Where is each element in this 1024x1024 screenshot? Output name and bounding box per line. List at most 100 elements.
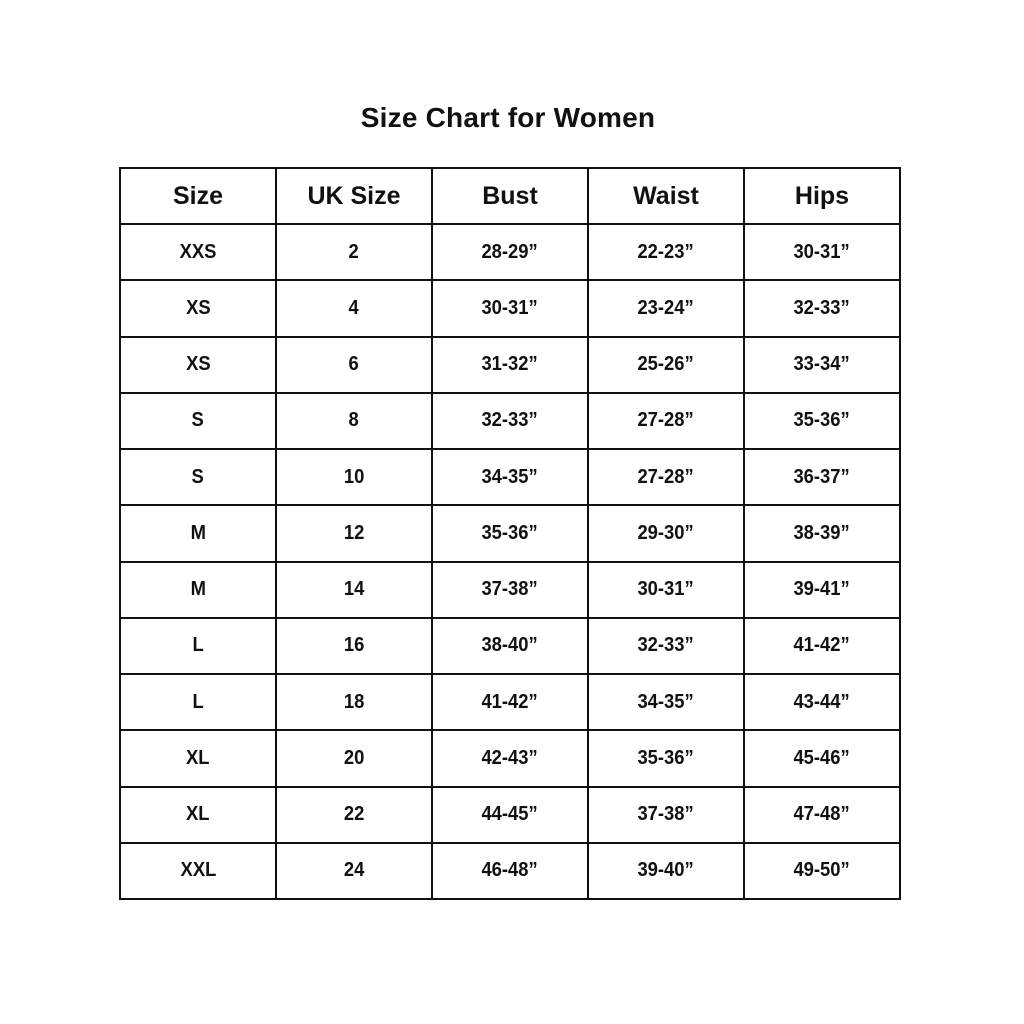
cell-text: 27-28” <box>637 465 695 488</box>
cell-text: 47-48” <box>793 803 851 826</box>
table-row: L 18 41-42” 34-35” 43-44” <box>119 672 901 732</box>
cell-hips: 47-48” <box>743 785 901 844</box>
cell-waist: 27-28” <box>587 391 745 451</box>
cell-hips: 30-31” <box>743 222 901 282</box>
cell-text: 41-42” <box>481 690 539 713</box>
cell-text: 39-41” <box>793 578 851 601</box>
cell-text: 28-29” <box>481 240 539 263</box>
cell-waist: 23-24” <box>587 279 745 338</box>
table-row: XXS 2 28-29” 22-23” 30-31” <box>119 222 901 282</box>
cell-text: 46-48” <box>481 859 539 882</box>
cell-text: 37-38” <box>481 578 539 601</box>
cell-text: 18 <box>343 690 365 713</box>
cell-text: S <box>191 465 205 488</box>
cell-text: 8 <box>348 409 360 432</box>
table-body: XXS 2 28-29” 22-23” 30-31” XS 4 30-31” 23-24” 32-… <box>119 222 901 901</box>
cell-uk-size: 6 <box>275 335 433 394</box>
cell-uk-size: 12 <box>275 504 433 563</box>
cell-size: XL <box>119 729 277 788</box>
cell-text: 30-31” <box>481 296 539 319</box>
table-row: M 12 35-36” 29-30” 38-39” <box>119 504 901 563</box>
cell-waist: 29-30” <box>587 504 745 563</box>
cell-text: 25-26” <box>637 353 695 376</box>
cell-hips: 49-50” <box>743 841 901 901</box>
cell-text: 35-36” <box>637 746 695 769</box>
size-chart-table: Size UK Size Bust Waist Hips XXS 2 28-29” 2… <box>119 167 901 901</box>
cell-text: 45-46” <box>793 746 851 769</box>
cell-size: XL <box>119 785 277 844</box>
cell-size: XXL <box>119 841 277 901</box>
table-row: L 16 38-40” 32-33” 41-42” <box>119 616 901 676</box>
cell-bust: 34-35” <box>431 447 589 507</box>
cell-text: 44-45” <box>481 803 539 826</box>
cell-text: 34-35” <box>481 465 539 488</box>
cell-text: 16 <box>343 634 365 657</box>
cell-bust: 37-38” <box>431 560 589 619</box>
cell-waist: 39-40” <box>587 841 745 901</box>
cell-text: XS <box>185 296 211 319</box>
cell-text: M <box>190 578 206 601</box>
cell-bust: 35-36” <box>431 504 589 563</box>
cell-text: 30-31” <box>793 240 851 263</box>
cell-text: 22-23” <box>637 240 695 263</box>
cell-text: 41-42” <box>793 634 851 657</box>
cell-hips: 38-39” <box>743 504 901 563</box>
cell-uk-size: 8 <box>275 391 433 451</box>
cell-size: L <box>119 672 277 732</box>
cell-size: XS <box>119 335 277 394</box>
cell-waist: 32-33” <box>587 616 745 676</box>
cell-text: XS <box>185 353 211 376</box>
cell-uk-size: 4 <box>275 279 433 338</box>
cell-text: 35-36” <box>793 409 851 432</box>
cell-bust: 30-31” <box>431 279 589 338</box>
cell-text: 34-35” <box>637 690 695 713</box>
table-row: M 14 37-38” 30-31” 39-41” <box>119 560 901 619</box>
table-row: XS 4 30-31” 23-24” 32-33” <box>119 279 901 338</box>
cell-size: XXS <box>119 222 277 282</box>
cell-waist: 30-31” <box>587 560 745 619</box>
cell-text: XL <box>186 746 210 769</box>
cell-bust: 41-42” <box>431 672 589 732</box>
table-row: XS 6 31-32” 25-26” 33-34” <box>119 335 901 394</box>
cell-text: XXS <box>179 240 217 263</box>
cell-bust: 31-32” <box>431 335 589 394</box>
cell-text: 37-38” <box>637 803 695 826</box>
cell-size: M <box>119 504 277 563</box>
cell-hips: 36-37” <box>743 447 901 507</box>
cell-text: M <box>190 521 206 544</box>
cell-uk-size: 16 <box>275 616 433 676</box>
header-bust: Bust <box>431 167 589 225</box>
cell-text: 6 <box>348 353 360 376</box>
table-row: XL 22 44-45” 37-38” 47-48” <box>119 785 901 844</box>
cell-waist: 27-28” <box>587 447 745 507</box>
cell-hips: 45-46” <box>743 729 901 788</box>
header-hips: Hips <box>743 167 901 225</box>
cell-hips: 43-44” <box>743 672 901 732</box>
cell-bust: 28-29” <box>431 222 589 282</box>
cell-text: 49-50” <box>793 859 851 882</box>
cell-uk-size: 10 <box>275 447 433 507</box>
cell-size: M <box>119 560 277 619</box>
cell-waist: 37-38” <box>587 785 745 844</box>
cell-text: 29-30” <box>637 521 695 544</box>
cell-hips: 39-41” <box>743 560 901 619</box>
cell-uk-size: 24 <box>275 841 433 901</box>
cell-waist: 25-26” <box>587 335 745 394</box>
cell-text: 12 <box>343 521 365 544</box>
cell-text: 2 <box>348 240 360 263</box>
cell-text: 24 <box>343 859 365 882</box>
cell-text: 20 <box>343 746 365 769</box>
cell-uk-size: 18 <box>275 672 433 732</box>
cell-bust: 42-43” <box>431 729 589 788</box>
cell-text: 38-39” <box>793 521 851 544</box>
cell-bust: 38-40” <box>431 616 589 676</box>
cell-text: L <box>192 634 204 657</box>
cell-waist: 35-36” <box>587 729 745 788</box>
header-size: Size <box>119 167 277 225</box>
cell-text: 31-32” <box>481 353 539 376</box>
cell-text: 35-36” <box>481 521 539 544</box>
cell-text: 4 <box>348 296 360 319</box>
cell-text: 39-40” <box>637 859 695 882</box>
cell-text: 23-24” <box>637 296 695 319</box>
cell-text: 33-34” <box>793 353 851 376</box>
